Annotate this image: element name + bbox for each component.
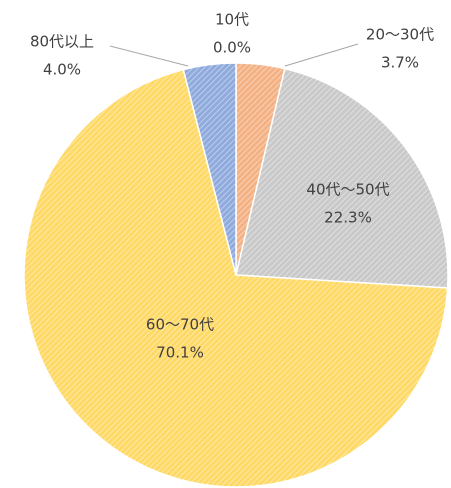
slice-label: 60～70代: [146, 316, 214, 334]
pie-slice: [235, 67, 449, 289]
slice-value: 22.3%: [324, 209, 372, 227]
slice-label: 10代: [215, 11, 249, 29]
slice-value: 0.0%: [213, 39, 251, 57]
leader-line: [284, 43, 359, 67]
leader-line: [109, 45, 189, 67]
slice-value: 3.7%: [381, 54, 419, 72]
pie-slice: [23, 68, 449, 488]
slice-value: 4.0%: [43, 61, 81, 79]
slice-label: 40代～50代: [306, 181, 389, 199]
pie-slice: [182, 62, 237, 276]
slice-label: 80代以上: [30, 33, 94, 51]
slice-value: 70.1%: [156, 344, 204, 362]
slice-label: 20～30代: [366, 26, 434, 44]
